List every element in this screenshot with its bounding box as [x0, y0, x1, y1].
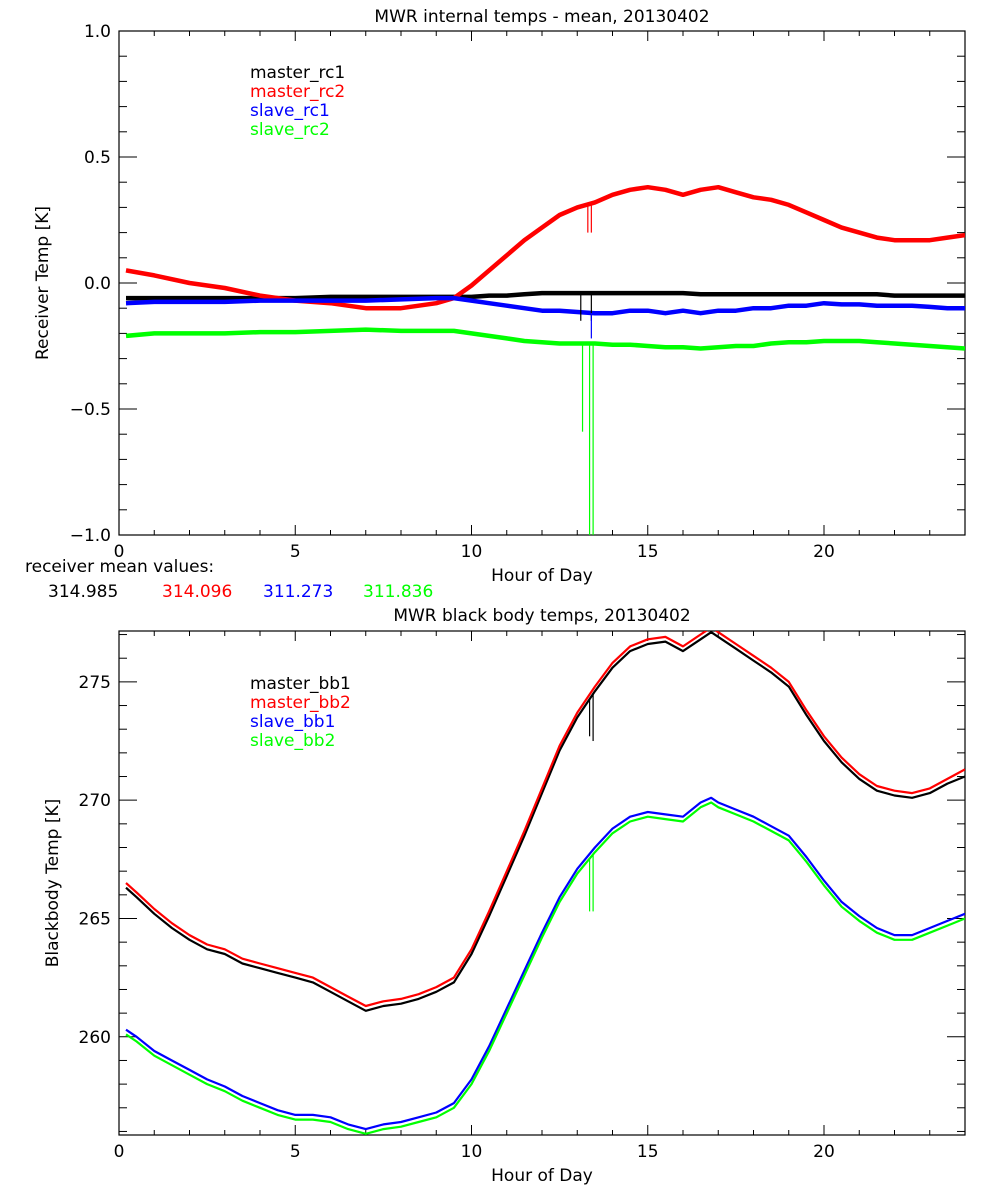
top-x-tick-label: 0: [114, 542, 125, 562]
top-plot-frame: [118, 30, 966, 536]
series-line-master_bb2: [125, 631, 965, 1008]
bottom-chart: 0 5 10 15 20 260 265 270 275 master_bb1master_bb2…: [79, 630, 966, 1162]
series-line-master_bb1: [125, 631, 965, 1012]
top-x-tick-label: 20: [813, 542, 835, 562]
top-x-tick-label: 15: [637, 542, 659, 562]
bottom-series-group: [125, 631, 965, 1135]
top-x-tick-label: 5: [290, 542, 301, 562]
legend-entry-master_rc2: master_rc2: [250, 82, 345, 102]
receiver-mean-value: 311.836: [363, 582, 433, 602]
series-line-slave_bb2: [125, 801, 965, 1135]
bottom-x-tick-label: 15: [637, 1142, 659, 1162]
legend-entry-master_bb1: master_bb1: [250, 674, 351, 694]
legend-entry-slave_rc2: slave_rc2: [250, 120, 330, 140]
top-y-tick-label: −0.5: [70, 400, 111, 420]
bottom-y-tick-label: 275: [79, 673, 111, 693]
receiver-mean-values: 314.985 314.096 311.273 311.836: [48, 582, 433, 602]
top-chart-x-axis-label: Hour of Day: [491, 566, 593, 586]
top-chart-y-axis-label: Receiver Temp [K]: [33, 206, 53, 360]
legend-entry-slave_rc1: slave_rc1: [250, 101, 330, 121]
legend-entry-master_rc1: master_rc1: [250, 63, 345, 83]
top-x-tick-label: 10: [461, 542, 483, 562]
series-line-slave_rc1: [125, 295, 965, 316]
bottom-plot-frame: [118, 630, 966, 1136]
legend-entry-slave_bb2: slave_bb2: [250, 731, 335, 751]
receiver-mean-value: 314.985: [48, 582, 118, 602]
series-line-slave_bb1: [125, 796, 965, 1131]
top-chart: 0 5 10 15 20 −1.0 −0.5 0.0 0.5 1.0 master_rc1maste…: [70, 22, 966, 562]
top-y-tick-label: −1.0: [70, 526, 111, 546]
bottom-chart-title: MWR black body temps, 20130402: [393, 606, 690, 626]
top-y-tick-label: 0.5: [84, 148, 111, 168]
bottom-y-tick-label: 270: [79, 791, 111, 811]
series-line-master_rc1: [126, 290, 965, 301]
bottom-x-tick-label: 20: [813, 1142, 835, 1162]
bottom-x-tick-label: 10: [461, 1142, 483, 1162]
bottom-chart-y-axis-label: Blackbody Temp [K]: [43, 799, 63, 968]
bottom-x-tick-label: 0: [114, 1142, 125, 1162]
bottom-y-tick-label: 260: [79, 1028, 111, 1048]
top-series-group: [125, 184, 965, 535]
receiver-mean-value: 311.273: [263, 582, 333, 602]
top-y-tick-label: 1.0: [84, 22, 111, 42]
bottom-chart-x-axis-label: Hour of Day: [491, 1166, 593, 1186]
receiver-mean-values-label: receiver mean values:: [25, 557, 214, 577]
series-line-slave_rc2: [125, 327, 965, 351]
bottom-x-tick-label: 5: [290, 1142, 301, 1162]
legend-entry-slave_bb1: slave_bb1: [250, 712, 335, 732]
bottom-y-tick-label: 265: [79, 909, 111, 929]
top-chart-title: MWR internal temps - mean, 20130402: [374, 7, 709, 27]
series-line-master_rc2: [125, 184, 965, 311]
top-y-tick-label: 0.0: [84, 274, 111, 294]
receiver-mean-value: 314.096: [162, 582, 232, 602]
legend-entry-master_bb2: master_bb2: [250, 693, 351, 713]
